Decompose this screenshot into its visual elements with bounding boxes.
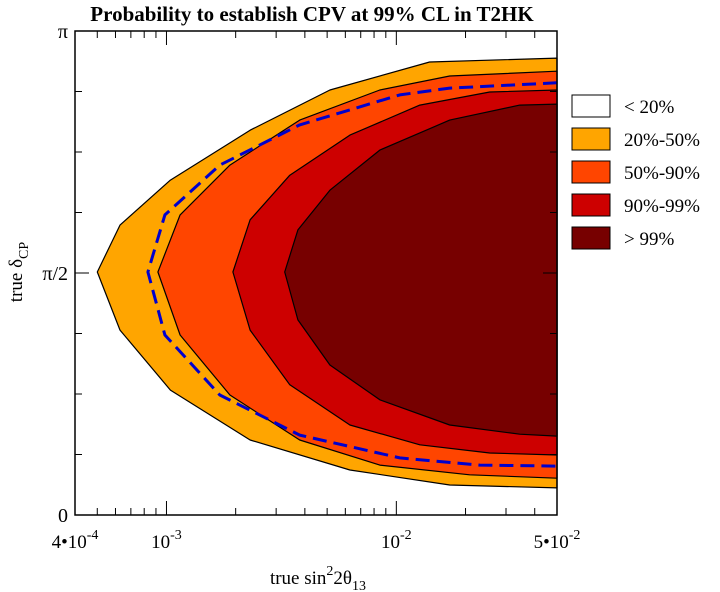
legend-label: 50%-90% bbox=[624, 163, 700, 184]
legend-swatch bbox=[571, 127, 611, 151]
y-axis-label: true δCP bbox=[6, 242, 32, 303]
y-tick-label: π/2 bbox=[42, 263, 68, 285]
legend-swatch bbox=[571, 94, 611, 118]
y-label-main: true δ bbox=[6, 259, 27, 302]
legend-swatch bbox=[571, 193, 611, 217]
legend: < 20% 20%-50% 50%-90% 90%-99% > 99% bbox=[571, 94, 700, 250]
x-label-main: true sin bbox=[270, 568, 327, 589]
x-label-sup: 2 bbox=[326, 564, 333, 579]
y-tick-label: 0 bbox=[58, 505, 68, 527]
region-3 bbox=[284, 103, 558, 437]
legend-swatch bbox=[571, 226, 611, 250]
x-label-sub: 13 bbox=[352, 579, 366, 592]
legend-label: > 99% bbox=[624, 229, 674, 250]
legend-label: 20%-50% bbox=[624, 130, 700, 151]
legend-label: 90%-99% bbox=[624, 196, 700, 217]
x-tick-exp: -2 bbox=[569, 528, 581, 543]
y-tick-label: π bbox=[58, 21, 68, 43]
x-tick-label: 10-2 bbox=[381, 528, 412, 553]
chart-title: Probability to establish CPV at 99% CL i… bbox=[90, 2, 534, 26]
x-axis-label: true sin22θ13 bbox=[270, 564, 366, 592]
x-tick-base: 10 bbox=[151, 532, 170, 553]
axes: 4•10-4 10-3 10-2 5•10-20π/2π bbox=[42, 21, 580, 553]
x-tick-exp: -4 bbox=[87, 528, 99, 543]
x-tick-label: 5•10-2 bbox=[534, 528, 581, 553]
x-tick-exp: -2 bbox=[400, 528, 412, 543]
x-tick-label: 10-3 bbox=[151, 528, 182, 553]
legend-label: < 20% bbox=[624, 97, 674, 118]
x-tick-base: 4•10 bbox=[52, 532, 87, 553]
y-label-sub: CP bbox=[17, 242, 32, 259]
x-tick-label: 4•10-4 bbox=[52, 528, 99, 553]
x-tick-base: 10 bbox=[381, 532, 400, 553]
x-tick-base: 5•10 bbox=[534, 532, 569, 553]
dashed-curve bbox=[146, 81, 558, 468]
legend-swatch bbox=[571, 160, 611, 184]
contour-regions bbox=[96, 57, 558, 489]
x-label-mid: 2θ bbox=[333, 568, 352, 589]
x-tick-exp: -3 bbox=[170, 528, 182, 543]
